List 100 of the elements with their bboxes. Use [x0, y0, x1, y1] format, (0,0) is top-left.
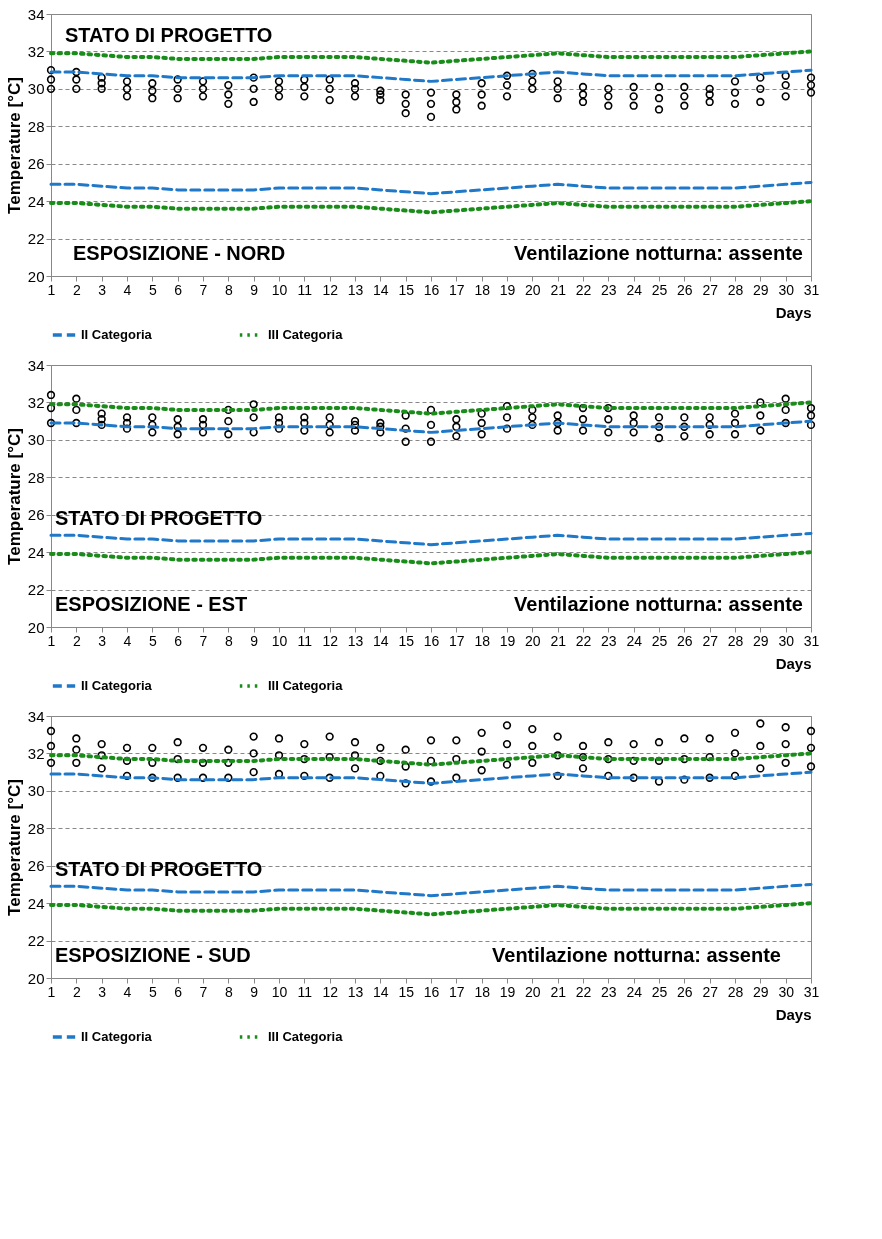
x-axis-title: Days [775, 1005, 812, 1023]
line-series [49, 49, 813, 65]
x-tick-label: 9 [250, 281, 259, 298]
x-tick-label: 26 [677, 281, 693, 298]
y-tick-label: 24 [27, 894, 45, 912]
line-series [49, 531, 813, 547]
x-tick-label: 12 [322, 281, 339, 298]
x-tick-label: 1 [47, 983, 56, 1000]
x-tick-label: 14 [373, 983, 389, 1000]
x-tick-label: 6 [174, 983, 183, 1000]
y-tick-label: 24 [27, 543, 45, 561]
y-tick-label: 22 [27, 581, 45, 599]
x-tick-label: 22 [575, 281, 592, 298]
y-tick-label: 22 [27, 932, 45, 950]
x-tick-label: 25 [651, 632, 668, 649]
x-tick-label: 6 [174, 632, 183, 649]
x-tick-label: 9 [250, 632, 259, 649]
line-series [49, 901, 813, 917]
x-tick-label: 30 [778, 281, 795, 298]
y-tick-label: 28 [27, 117, 45, 135]
x-tick-label: 21 [550, 632, 567, 649]
x-tick-label: 8 [224, 983, 233, 1000]
x-tick-label: 11 [297, 632, 313, 649]
x-tick-label: 10 [271, 281, 288, 298]
y-axis-title: Temperature [°C] [4, 779, 24, 916]
x-tick-label: 1 [47, 281, 56, 298]
x-tick-label: 30 [778, 632, 795, 649]
x-tick-label: 16 [423, 983, 440, 1000]
x-tick-label: 24 [626, 632, 643, 649]
x-tick-label: 29 [753, 632, 769, 649]
x-tick-label: 27 [702, 281, 719, 298]
x-axis-title: Days [775, 303, 812, 321]
annotation: ESPOSIZIONE - SUD [55, 944, 251, 966]
x-tick-label: 12 [322, 983, 339, 1000]
y-tick-label: 32 [27, 393, 45, 411]
x-tick-label: 14 [373, 632, 389, 649]
x-tick-label: 19 [499, 983, 516, 1000]
x-tick-label: 15 [398, 983, 415, 1000]
x-tick-label: 25 [651, 281, 668, 298]
x-tick-label: 24 [626, 983, 643, 1000]
x-tick-label: 27 [702, 983, 719, 1000]
x-tick-label: 29 [753, 983, 769, 1000]
x-tick-label: 8 [224, 632, 233, 649]
x-tick-label: 13 [347, 632, 364, 649]
x-tick-label: 18 [474, 983, 491, 1000]
x-tick-label: 27 [702, 632, 719, 649]
x-tick-label: 31 [803, 983, 820, 1000]
x-tick-label: 28 [727, 983, 744, 1000]
line-series [49, 882, 813, 898]
x-tick-label: 23 [601, 983, 617, 1000]
x-tick-label: 10 [271, 632, 288, 649]
y-tick-label: 30 [27, 782, 45, 800]
x-tick-label: 4 [123, 983, 132, 1000]
x-tick-label: 17 [449, 632, 465, 649]
x-tick-label: 19 [499, 281, 516, 298]
x-tick-label: 19 [499, 632, 516, 649]
x-tick-label: 24 [626, 281, 643, 298]
x-tick-label: 20 [525, 983, 541, 1000]
x-tick-label: 31 [803, 281, 820, 298]
x-tick-label: 15 [398, 632, 415, 649]
line-series [49, 68, 813, 83]
x-tick-label: 31 [803, 632, 820, 649]
y-tick-label: 32 [27, 744, 45, 762]
x-tick-label: 29 [753, 281, 769, 298]
legend-label: III Categoria [268, 678, 344, 693]
x-tick-label: 5 [148, 281, 157, 298]
y-tick-label: 20 [27, 618, 45, 636]
line-series [49, 751, 813, 767]
annotation: STATO DI PROGETTO [55, 858, 263, 880]
x-tick-label: 3 [98, 281, 107, 298]
annotation: Ventilazione notturna: assente [514, 242, 803, 264]
y-axis-title: Temperature [°C] [4, 77, 24, 214]
x-tick-label: 23 [601, 281, 617, 298]
line-series [49, 180, 813, 196]
x-tick-label: 12 [322, 632, 339, 649]
line-series [49, 419, 813, 434]
y-axis-title: Temperature [°C] [4, 428, 24, 565]
legend-label: III Categoria [268, 327, 344, 342]
x-tick-label: 22 [575, 983, 592, 1000]
x-tick-label: 5 [148, 983, 157, 1000]
x-tick-label: 6 [174, 281, 183, 298]
x-tick-label: 20 [525, 632, 541, 649]
legend-label: II Categoria [81, 1029, 153, 1044]
x-tick-label: 7 [199, 632, 208, 649]
y-tick-label: 34 [27, 356, 45, 374]
y-tick-label: 34 [27, 707, 45, 725]
annotation: STATO DI PROGETTO [55, 507, 263, 529]
annotation: ESPOSIZIONE - EST [55, 593, 248, 615]
x-tick-label: 22 [575, 632, 592, 649]
x-tick-label: 23 [601, 632, 617, 649]
y-tick-label: 28 [27, 819, 45, 837]
x-tick-label: 4 [123, 632, 132, 649]
x-tick-label: 15 [398, 281, 415, 298]
x-tick-label: 3 [98, 632, 107, 649]
x-tick-label: 11 [297, 281, 313, 298]
x-tick-label: 4 [123, 281, 132, 298]
y-tick-label: 26 [27, 155, 45, 173]
x-tick-label: 20 [525, 281, 541, 298]
x-tick-label: 25 [651, 983, 668, 1000]
y-tick-label: 26 [27, 857, 45, 875]
